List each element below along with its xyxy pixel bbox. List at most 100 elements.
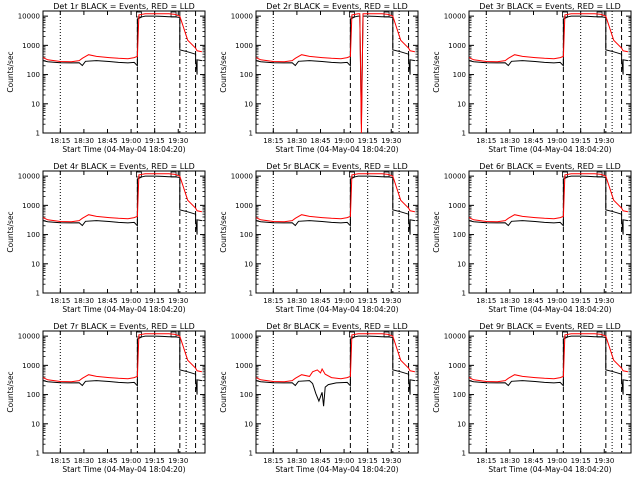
x-tick-label: 19:15 xyxy=(358,297,378,305)
y-tick-label: 100 xyxy=(240,391,253,399)
y-tick-label: 10000 xyxy=(18,173,40,181)
x-tick-label: 18:30 xyxy=(500,297,520,305)
x-tick-label: 19:15 xyxy=(571,137,591,145)
y-tick-label: 10 xyxy=(31,260,40,268)
x-tick-label: 18:45 xyxy=(97,137,117,145)
y-axis-label: Counts/sec xyxy=(219,51,228,92)
y-tick-label: 1000 xyxy=(448,42,466,50)
x-tick-label: 19:30 xyxy=(168,457,188,465)
y-tick-label: 100 xyxy=(27,71,40,79)
x-tick-label: 19:15 xyxy=(145,137,165,145)
x-axis-label: Start Time (04-May-04 18:04:20) xyxy=(488,145,611,154)
y-axis-label: Counts/sec xyxy=(432,51,441,92)
y-tick-label: 100 xyxy=(453,71,466,79)
x-tick-label: 18:15 xyxy=(476,137,496,145)
y-tick-label: 10 xyxy=(31,100,40,108)
y-tick-label: 1000 xyxy=(235,202,253,210)
events-series-line xyxy=(468,15,628,75)
x-tick-label: 18:15 xyxy=(50,137,70,145)
y-tick-label: 1 xyxy=(249,130,253,138)
y-axis-label: Counts/sec xyxy=(219,211,228,252)
y-tick-label: 10000 xyxy=(18,333,40,341)
y-tick-label: 10000 xyxy=(18,13,40,21)
detector-panel: Det 9r BLACK = Events, RED = LLD 1 10 100 10… xyxy=(432,322,632,474)
y-axis-label: Counts/sec xyxy=(6,211,15,252)
x-tick-label: 19:15 xyxy=(571,457,591,465)
x-tick-label: 18:45 xyxy=(310,297,330,305)
x-tick-label: 19:00 xyxy=(121,457,141,465)
lld-series-line xyxy=(468,13,629,63)
panel-title: Det 3r BLACK = Events, RED = LLD xyxy=(479,2,621,11)
x-tick-label: 19:15 xyxy=(358,457,378,465)
x-tick-label: 19:00 xyxy=(334,137,354,145)
y-tick-label: 100 xyxy=(27,391,40,399)
lld-series-line xyxy=(255,13,416,134)
x-tick-label: 18:45 xyxy=(310,457,330,465)
y-tick-label: 10 xyxy=(457,260,466,268)
y-tick-label: 1000 xyxy=(22,42,40,50)
y-tick-label: 1 xyxy=(462,290,466,298)
panel-title: Det 5r BLACK = Events, RED = LLD xyxy=(266,162,408,171)
x-axis-label: Start Time (04-May-04 18:04:20) xyxy=(62,465,185,474)
plot-frame xyxy=(468,330,632,454)
y-tick-label: 10 xyxy=(457,100,466,108)
x-tick-label: 19:00 xyxy=(334,457,354,465)
panel-title: Det 1r BLACK = Events, RED = LLD xyxy=(53,2,195,11)
x-axis-label: Start Time (04-May-04 18:04:20) xyxy=(488,305,611,314)
x-tick-label: 18:30 xyxy=(287,137,307,145)
lld-series-line xyxy=(468,173,629,223)
y-tick-label: 1000 xyxy=(22,362,40,370)
y-tick-label: 10000 xyxy=(444,333,466,341)
panel-title: Det 4r BLACK = Events, RED = LLD xyxy=(53,162,195,171)
events-series-line xyxy=(255,15,415,125)
x-tick-label: 18:30 xyxy=(287,457,307,465)
y-tick-label: 1000 xyxy=(448,202,466,210)
plot-frame xyxy=(468,10,632,134)
lld-series-line xyxy=(42,173,203,223)
x-axis-label: Start Time (04-May-04 18:04:20) xyxy=(62,145,185,154)
plot-frame xyxy=(42,10,206,134)
detector-panel: Det 2r BLACK = Events, RED = LLD 1 10 100 10… xyxy=(219,2,419,154)
x-axis-label: Start Time (04-May-04 18:04:20) xyxy=(275,305,398,314)
y-tick-label: 10 xyxy=(31,420,40,428)
y-tick-label: 1 xyxy=(36,130,40,138)
panel-title: Det 6r BLACK = Events, RED = LLD xyxy=(479,162,621,171)
x-tick-label: 18:45 xyxy=(523,457,543,465)
x-tick-label: 18:30 xyxy=(74,297,94,305)
lld-series-line xyxy=(255,333,416,383)
x-axis-label: Start Time (04-May-04 18:04:20) xyxy=(62,305,185,314)
y-tick-label: 10 xyxy=(244,420,253,428)
events-series-line xyxy=(42,335,202,395)
plot-frame xyxy=(42,170,206,294)
x-tick-label: 18:15 xyxy=(263,457,283,465)
y-tick-label: 10000 xyxy=(231,13,253,21)
y-tick-label: 10 xyxy=(457,420,466,428)
detector-panel: Det 4r BLACK = Events, RED = LLD 1 10 100 10… xyxy=(6,162,206,314)
x-tick-label: 19:30 xyxy=(168,137,188,145)
y-tick-label: 1000 xyxy=(235,362,253,370)
y-tick-label: 1000 xyxy=(448,362,466,370)
events-series-line xyxy=(42,175,202,235)
y-tick-label: 100 xyxy=(453,391,466,399)
x-tick-label: 19:30 xyxy=(381,297,401,305)
panel-title: Det 7r BLACK = Events, RED = LLD xyxy=(53,322,195,331)
detector-panel: Det 7r BLACK = Events, RED = LLD 1 10 100 10… xyxy=(6,322,206,474)
y-tick-label: 1000 xyxy=(235,42,253,50)
x-tick-label: 19:15 xyxy=(358,137,378,145)
plot-frame xyxy=(255,10,419,134)
x-tick-label: 19:30 xyxy=(594,457,614,465)
x-tick-label: 19:15 xyxy=(145,457,165,465)
lld-series-line xyxy=(42,13,203,63)
panel-title: Det 2r BLACK = Events, RED = LLD xyxy=(266,2,408,11)
detector-panel: Det 1r BLACK = Events, RED = LLD 1 10 100 10… xyxy=(6,2,206,154)
y-tick-label: 1 xyxy=(36,450,40,458)
detector-panel: Det 3r BLACK = Events, RED = LLD 1 10 100 10… xyxy=(432,2,632,154)
plot-frame xyxy=(42,330,206,454)
panel-title: Det 9r BLACK = Events, RED = LLD xyxy=(479,322,621,331)
panel-title: Det 8r BLACK = Events, RED = LLD xyxy=(266,322,408,331)
x-tick-label: 18:30 xyxy=(287,297,307,305)
x-tick-label: 19:30 xyxy=(381,137,401,145)
y-tick-label: 10000 xyxy=(231,173,253,181)
x-tick-label: 19:00 xyxy=(121,137,141,145)
